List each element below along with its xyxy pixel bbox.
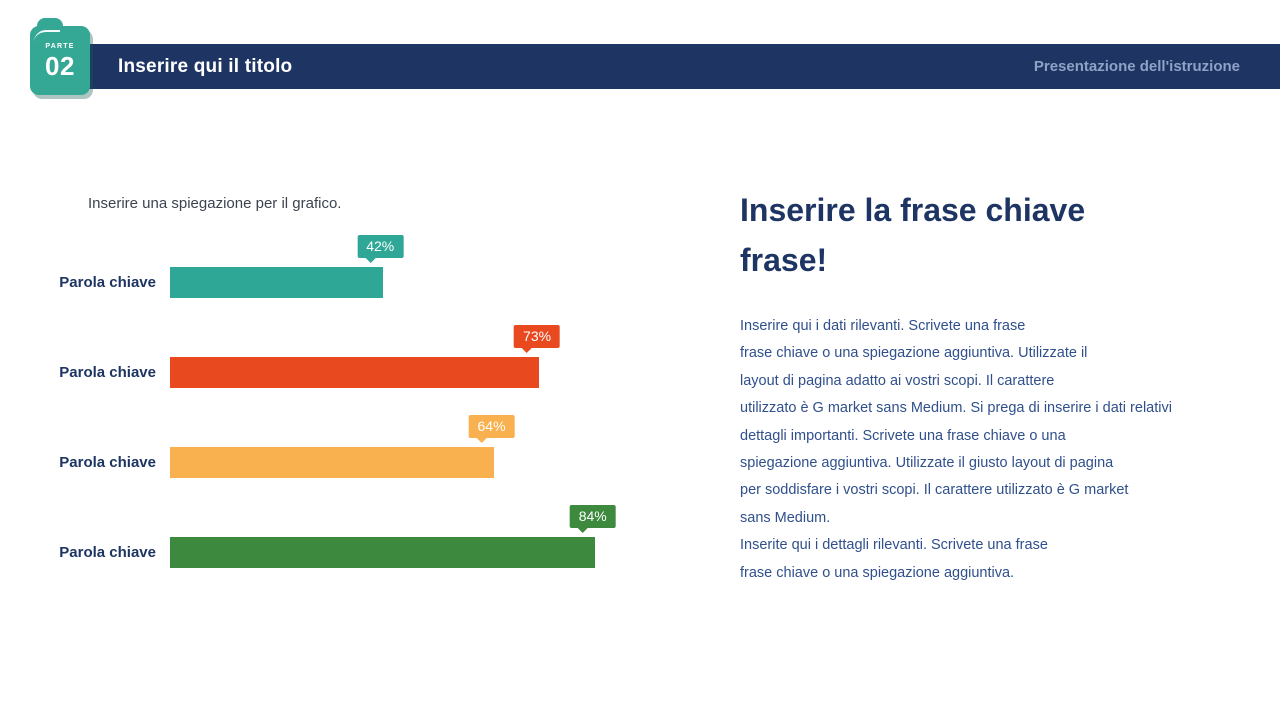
bar-track: 84% — [170, 505, 676, 568]
chart-caption: Inserire una spiegazione per il grafico. — [88, 195, 342, 212]
bar-category-label: Parola chiave — [59, 364, 156, 381]
bar-value-label: 42% — [357, 235, 404, 263]
bar: 42% — [170, 235, 404, 298]
bar-category-label: Parola chiave — [59, 544, 156, 561]
bar-row: Parola chiave 73% — [30, 325, 676, 388]
page-title: Inserire qui il titolo — [118, 55, 293, 77]
bar: 73% — [170, 325, 561, 388]
bar-value-label: 64% — [468, 415, 515, 443]
bar-row: Parola chiave 42% — [30, 235, 676, 298]
bar-value-label: 84% — [569, 505, 616, 533]
bar-row: Parola chiave 84% — [30, 505, 676, 568]
bar: 64% — [170, 415, 515, 478]
key-message-title: Inserire la frase chiave frase! — [740, 192, 1086, 278]
bar-category-label: Parola chiave — [59, 454, 156, 471]
bar-track: 64% — [170, 415, 676, 478]
book-icon — [34, 30, 60, 44]
header-subtitle: Presentazione dell'istruzione — [1033, 58, 1240, 75]
part-badge: PARTE 02 — [30, 18, 90, 95]
bar-value-label: 73% — [514, 325, 561, 353]
bar-chart: Parola chiave 42% Parola chiave 73% Parola c… — [30, 235, 676, 627]
bar-category-label: Parola chiave — [59, 274, 156, 291]
bar-row: Parola chiave 64% — [30, 415, 676, 478]
bar-track: 73% — [170, 325, 676, 388]
part-badge-number: 02 — [45, 51, 75, 81]
part-badge-kicker: PARTE — [45, 43, 75, 50]
bar: 84% — [170, 505, 616, 568]
header-bar: Inserire qui il titolo Presentazione del… — [88, 44, 1280, 89]
bar-track: 42% — [170, 235, 676, 298]
key-message-body: Inserire qui i dati rilevanti. Scrivete … — [740, 318, 1172, 581]
